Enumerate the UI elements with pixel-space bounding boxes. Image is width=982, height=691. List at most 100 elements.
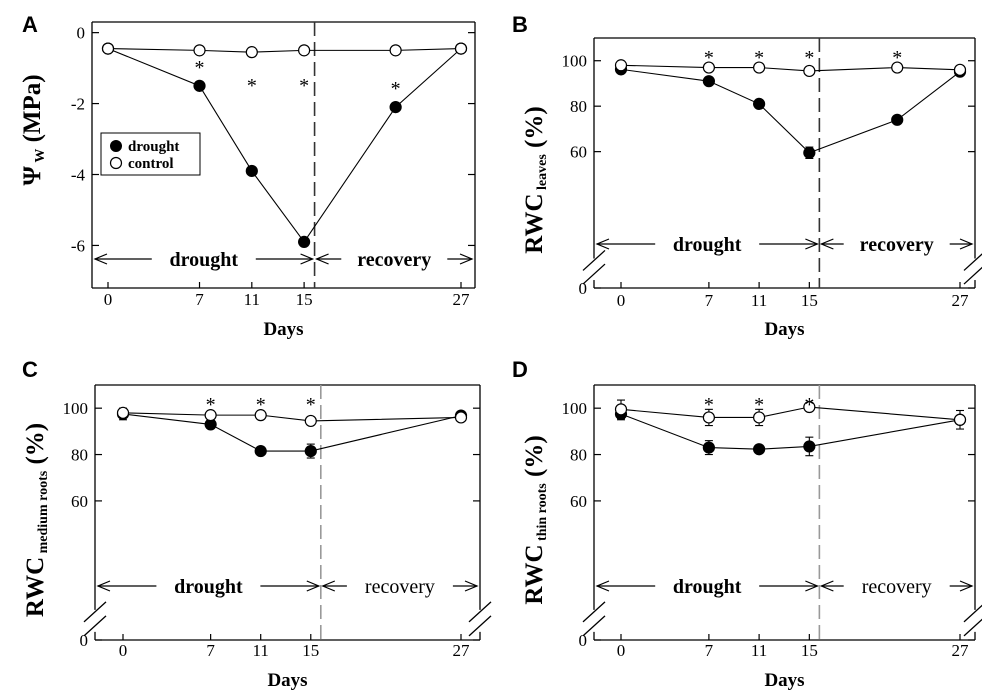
significance-asterisk: * — [754, 394, 764, 416]
data-point-drought — [298, 235, 311, 248]
axis-break-left-b — [582, 249, 606, 271]
data-point-control — [953, 63, 967, 76]
data-point-drought — [702, 75, 715, 88]
period-label-recovery: recovery — [357, 249, 431, 271]
y-tick-label: 0 — [579, 631, 588, 650]
x-tick-label: 15 — [296, 290, 313, 309]
y-axis-label: RWC leaves (%) — [521, 106, 550, 253]
data-point-control — [298, 44, 311, 57]
data-point-control — [891, 61, 904, 74]
recovery-arrowhead-right — [464, 580, 479, 592]
period-label-recovery: recovery — [365, 576, 435, 598]
data-point-control — [101, 42, 115, 55]
data-point-control — [454, 411, 468, 424]
data-point-control — [803, 64, 816, 78]
data-point-drought — [803, 440, 816, 453]
data-point-drought — [753, 97, 766, 111]
period-label-drought: drought — [174, 576, 243, 598]
axis-break-right-b — [963, 604, 982, 623]
period-label-recovery: recovery — [860, 234, 934, 256]
x-tick-label: 15 — [801, 291, 818, 310]
legend-marker-control — [109, 156, 123, 170]
drought-arrowhead-left — [93, 253, 108, 265]
data-point-control — [702, 61, 715, 74]
drought-arrowhead-right — [300, 253, 315, 265]
y-tick-label: -4 — [71, 166, 86, 185]
panel-a: A 0 -2 -4 -6 0 7 11 15 27 Days Ψ W (MPa) drought reco… — [19, 12, 476, 340]
data-point-control — [254, 409, 267, 422]
drought-arrowhead-right — [805, 580, 819, 592]
axis-break-left-b — [83, 601, 107, 623]
x-tick-label: 0 — [119, 641, 128, 660]
y-axis-label: RWC medium roots (%) — [22, 423, 51, 617]
x-tick-label: 15 — [302, 641, 319, 660]
x-tick-label: 7 — [705, 291, 714, 310]
y-tick-label: 60 — [71, 492, 88, 511]
data-point-control — [389, 44, 402, 57]
significance-asterisk: * — [206, 394, 216, 416]
data-point-drought — [753, 443, 766, 456]
x-tick-label: 11 — [244, 290, 260, 309]
x-axis-label: Days — [267, 670, 307, 691]
significance-asterisk: * — [299, 75, 309, 97]
y-tick-label: 80 — [71, 446, 88, 465]
y-tick-label: 100 — [562, 52, 588, 71]
panel-d: D 100 80 60 0 0 7 11 15 27 Days RWC thin roots (%) d… — [512, 357, 982, 691]
x-tick-label: 27 — [952, 291, 970, 310]
data-point-drought — [891, 113, 904, 126]
axis-break-right-a — [963, 266, 982, 285]
series-line-control — [107, 48, 462, 53]
x-axis-label: Days — [263, 319, 303, 340]
recovery-arrowhead-right — [459, 253, 474, 265]
panel-label: A — [22, 12, 38, 37]
data-point-control — [304, 414, 317, 428]
significance-asterisk: * — [391, 78, 401, 100]
legend-label-drought: drought — [128, 139, 179, 155]
series-line-control — [620, 64, 961, 72]
y-tick-label: 60 — [570, 492, 587, 511]
x-tick-label: 27 — [453, 641, 471, 660]
y-axis-label: RWC thin roots (%) — [521, 435, 550, 604]
recovery-arrowhead-left — [819, 238, 834, 250]
axis-break-right-b — [468, 601, 492, 623]
data-point-drought — [389, 101, 402, 114]
recovery-arrowhead-left — [819, 580, 834, 592]
panel-label: B — [512, 12, 528, 37]
data-point-control — [614, 59, 628, 72]
x-axis-label: Days — [764, 670, 804, 691]
significance-asterisk: * — [247, 75, 257, 97]
y-tick-label: 0 — [80, 631, 89, 650]
data-point-control — [753, 411, 766, 424]
series-line-control — [620, 406, 961, 421]
y-tick-label: 100 — [562, 399, 588, 418]
significance-asterisk: * — [754, 47, 764, 69]
x-tick-label: 11 — [253, 641, 269, 660]
axis-break-left-a — [582, 615, 606, 637]
y-tick-label: 0 — [579, 279, 588, 298]
data-point-control — [953, 413, 967, 426]
y-axis-label: Ψ W (MPa) — [19, 74, 48, 185]
significance-asterisk: * — [804, 394, 814, 416]
y-tick-label: 60 — [570, 143, 587, 162]
data-point-drought — [803, 146, 816, 159]
axis-break-left-a — [582, 263, 606, 285]
x-tick-label: 27 — [952, 641, 970, 660]
significance-asterisk: * — [704, 47, 714, 69]
series-line-drought — [620, 68, 961, 154]
panel-label: D — [512, 357, 528, 382]
y-tick-label: 80 — [570, 446, 587, 465]
data-point-control — [614, 403, 628, 416]
x-tick-label: 0 — [617, 641, 626, 660]
y-tick-label: -2 — [71, 95, 85, 114]
drought-arrowhead-right — [306, 580, 321, 592]
drought-arrowhead-left — [96, 580, 111, 592]
axis-break-right-a — [468, 615, 492, 637]
x-tick-label: 7 — [195, 290, 204, 309]
data-point-control — [702, 411, 715, 424]
data-point-control — [803, 400, 816, 414]
series-line-drought — [107, 48, 462, 243]
x-tick-label: 0 — [617, 291, 626, 310]
data-point-drought — [304, 444, 317, 458]
panel-c: C 100 80 60 0 0 7 11 15 27 Days RWC medium roots (%… — [22, 357, 492, 691]
